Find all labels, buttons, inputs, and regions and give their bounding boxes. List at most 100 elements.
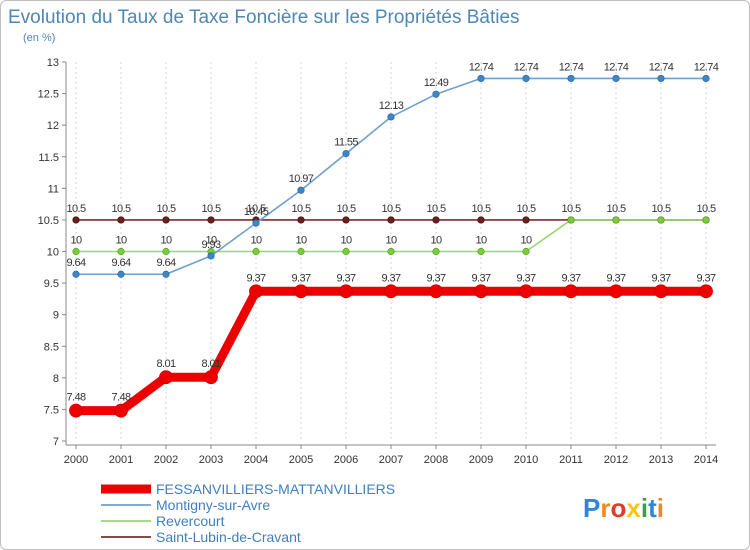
chart-subtitle: (en %): [23, 32, 55, 44]
data-label: 10.5: [471, 203, 490, 215]
data-label: 10.5: [246, 203, 265, 215]
y-tick-label: 7: [53, 436, 59, 448]
data-label: 9.37: [471, 272, 490, 284]
series-point: [432, 216, 440, 224]
data-label: 10.5: [156, 203, 175, 215]
series-point: [117, 247, 125, 256]
y-tick-label: 8: [53, 373, 59, 385]
data-label: 12.74: [604, 61, 629, 73]
series-point: [519, 284, 533, 299]
data-label: 9.37: [606, 272, 625, 284]
logo-letter: P: [583, 493, 600, 523]
series-point: [294, 284, 308, 299]
legend: FESSANVILLIERS-MATTANVILLIERSMontigny-su…: [101, 481, 395, 545]
series-point: [387, 247, 395, 256]
series-point: [72, 247, 80, 256]
data-label: 9.93: [201, 239, 220, 251]
data-label: 9.37: [426, 272, 445, 284]
data-label: 10.5: [651, 203, 670, 215]
x-tick-label: 2000: [64, 454, 88, 466]
data-label: 12.49: [424, 77, 449, 89]
series-point: [564, 284, 578, 299]
y-tick-label: 12: [47, 120, 59, 132]
legend-item: Revercourt: [156, 513, 225, 529]
chart-title: Evolution du Taux de Taxe Foncière sur l…: [8, 7, 520, 28]
y-tick-label: 12.5: [38, 89, 59, 101]
series-point: [297, 216, 305, 224]
series-point: [342, 149, 350, 158]
data-label: 12.74: [559, 61, 584, 73]
data-label: 9.37: [336, 272, 355, 284]
y-tick-label: 11.5: [38, 152, 59, 164]
data-label: 10: [250, 235, 262, 247]
series-point: [207, 216, 215, 224]
y-tick-label: 11: [48, 183, 59, 195]
data-label: 10.45: [244, 206, 269, 218]
series-point: [477, 247, 485, 256]
logo-letter: i: [641, 493, 648, 523]
y-tick-label: 10: [47, 247, 59, 259]
data-label: 10.5: [291, 203, 310, 215]
series-point: [567, 216, 575, 224]
y-tick-label: 7.5: [44, 404, 59, 416]
series-point: [702, 74, 710, 83]
series-point: [342, 216, 350, 224]
legend-item: FESSANVILLIERS-MATTANVILLIERS: [156, 481, 395, 497]
data-label: 10.5: [381, 203, 400, 215]
x-tick-label: 2002: [154, 454, 178, 466]
series-point: [477, 74, 485, 83]
data-label: 9.64: [156, 257, 175, 269]
data-label: 8.01: [201, 358, 220, 370]
data-label: 7.48: [66, 392, 85, 404]
series-point: [339, 284, 353, 299]
data-label: 10: [340, 235, 352, 247]
data-label: 10: [160, 235, 172, 247]
series-point: [699, 284, 713, 299]
data-label: 9.37: [561, 272, 580, 284]
y-tick-label: 9: [53, 310, 59, 322]
data-label: 10: [295, 235, 307, 247]
series-point: [522, 247, 530, 256]
series-point: [342, 247, 350, 256]
series-point: [522, 74, 530, 83]
x-tick-label: 2007: [379, 454, 403, 466]
y-tick-label: 9.5: [44, 278, 59, 290]
x-tick-label: 2009: [469, 454, 493, 466]
data-label: 10: [520, 235, 532, 247]
series-point: [297, 186, 305, 194]
data-label: 10.5: [426, 203, 445, 215]
x-tick-label: 2003: [199, 454, 223, 466]
series-point: [432, 247, 440, 256]
data-label: 9.37: [246, 272, 265, 284]
series-point: [159, 370, 173, 385]
logo-letter: i: [657, 493, 664, 523]
series-point: [609, 284, 623, 299]
data-label: 9.37: [651, 272, 670, 284]
series-point: [477, 216, 485, 224]
series-point: [387, 113, 395, 121]
data-label: 10.5: [201, 203, 220, 215]
legend-item: Montigny-sur-Avre: [156, 497, 270, 513]
data-label: 10.5: [606, 203, 625, 215]
data-label: 10.5: [66, 203, 85, 215]
series-point: [162, 216, 170, 224]
series-point: [654, 284, 668, 299]
x-tick-label: 2011: [559, 454, 583, 466]
series-2: [72, 216, 710, 256]
series-point: [117, 270, 125, 278]
data-label: 10.5: [336, 203, 355, 215]
logo-letter: x: [626, 493, 641, 523]
logo-letter: o: [610, 493, 626, 523]
data-label: 11.55: [334, 137, 358, 149]
data-label: 10: [115, 235, 127, 247]
proxiti-logo: Proxiti: [583, 493, 664, 523]
series-point: [612, 74, 620, 83]
series-point: [429, 284, 443, 299]
series-point: [69, 403, 83, 418]
series-point: [702, 216, 710, 224]
series-point: [612, 216, 620, 224]
data-label: 10: [475, 235, 487, 247]
x-tick-label: 2001: [109, 454, 133, 466]
